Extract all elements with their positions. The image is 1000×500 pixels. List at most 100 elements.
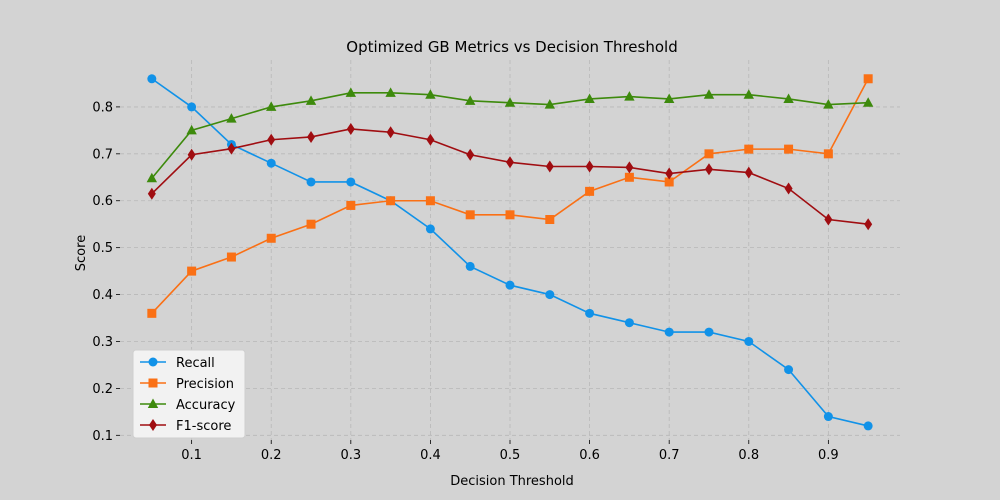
data-point bbox=[146, 172, 158, 183]
x-tick-label: 0.8 bbox=[738, 448, 759, 463]
y-tick-label: 0.5 bbox=[92, 241, 113, 256]
legend-marker bbox=[147, 398, 159, 408]
data-point bbox=[625, 161, 634, 174]
data-point bbox=[426, 133, 435, 146]
data-point bbox=[425, 196, 435, 206]
data-point bbox=[783, 93, 794, 103]
data-point bbox=[664, 177, 674, 187]
legend-box bbox=[132, 349, 246, 439]
x-axis: 0.1 0.2 0.3 0.4 0.5 0.6 0.7 0.8 0.9 bbox=[181, 440, 839, 463]
data-point bbox=[624, 172, 634, 182]
data-point bbox=[863, 74, 873, 84]
data-point bbox=[267, 133, 276, 146]
data-point bbox=[386, 196, 396, 206]
series-recall bbox=[147, 74, 873, 431]
data-point bbox=[505, 210, 515, 220]
data-point bbox=[346, 122, 355, 135]
data-point bbox=[425, 224, 435, 234]
data-point bbox=[624, 91, 635, 101]
data-point bbox=[186, 124, 197, 135]
data-point bbox=[465, 261, 475, 271]
series-precision bbox=[147, 74, 873, 318]
x-tick-label: 0.9 bbox=[818, 448, 839, 463]
data-point bbox=[187, 266, 197, 276]
data-point bbox=[663, 93, 675, 103]
series-accuracy bbox=[146, 87, 874, 183]
data-point bbox=[743, 89, 754, 99]
data-point bbox=[784, 144, 794, 154]
data-point bbox=[266, 101, 277, 111]
data-point bbox=[147, 74, 157, 84]
data-point bbox=[585, 186, 595, 196]
y-tick-label: 0.4 bbox=[92, 288, 113, 303]
legend-item: Accuracy bbox=[140, 398, 236, 413]
legend-item: Recall bbox=[140, 356, 215, 371]
data-point bbox=[823, 99, 834, 109]
data-point bbox=[386, 126, 395, 139]
y-axis-label: Score bbox=[74, 235, 89, 271]
data-point bbox=[624, 318, 634, 328]
legend-item: Precision bbox=[140, 377, 234, 392]
x-tick-label: 0.4 bbox=[420, 448, 441, 463]
data-point bbox=[863, 421, 873, 431]
data-point bbox=[465, 210, 475, 220]
legend-item: F1-score bbox=[140, 419, 231, 434]
data-point bbox=[665, 167, 674, 180]
data-point bbox=[307, 130, 316, 143]
x-tick-label: 0.1 bbox=[181, 448, 202, 463]
x-tick-label: 0.7 bbox=[659, 448, 680, 463]
data-point bbox=[306, 177, 316, 187]
data-point bbox=[466, 148, 475, 161]
x-tick-label: 0.5 bbox=[500, 448, 521, 463]
data-point bbox=[704, 327, 714, 337]
y-tick-label: 0.6 bbox=[92, 194, 113, 209]
data-point bbox=[227, 142, 236, 155]
data-point bbox=[704, 163, 713, 176]
data-point bbox=[864, 218, 873, 231]
y-tick-label: 0.3 bbox=[92, 335, 113, 350]
data-point bbox=[545, 290, 555, 300]
data-point bbox=[545, 160, 554, 173]
x-tick-label: 0.3 bbox=[340, 448, 361, 463]
data-point bbox=[862, 97, 874, 107]
legend: Recall Precision Accuracy F1-score bbox=[132, 349, 246, 439]
data-point bbox=[385, 87, 396, 97]
legend-marker bbox=[148, 357, 158, 367]
data-point bbox=[226, 252, 236, 262]
x-tick-label: 0.6 bbox=[579, 448, 600, 463]
data-point bbox=[504, 97, 516, 107]
data-point bbox=[744, 336, 754, 346]
series-f1-score bbox=[147, 122, 873, 231]
data-point bbox=[584, 93, 595, 103]
data-point bbox=[505, 280, 515, 290]
data-point bbox=[226, 113, 237, 123]
data-point bbox=[544, 99, 555, 109]
data-point bbox=[346, 177, 356, 187]
data-point bbox=[266, 233, 276, 243]
data-point bbox=[266, 158, 276, 168]
data-point bbox=[585, 160, 594, 173]
legend-label: Recall bbox=[176, 356, 215, 371]
y-tick-label: 0.7 bbox=[92, 147, 113, 162]
data-point bbox=[784, 182, 793, 195]
data-point bbox=[305, 95, 317, 105]
data-point bbox=[345, 87, 357, 97]
data-point bbox=[704, 149, 714, 159]
series-layer bbox=[146, 74, 874, 431]
data-point bbox=[187, 148, 196, 161]
data-point bbox=[187, 102, 197, 112]
legend-label: Accuracy bbox=[176, 398, 236, 413]
data-point bbox=[784, 365, 794, 375]
data-point bbox=[823, 412, 833, 422]
data-point bbox=[147, 187, 156, 200]
data-point bbox=[824, 213, 833, 226]
chart-title: Optimized GB Metrics vs Decision Thresho… bbox=[346, 38, 677, 56]
data-point bbox=[703, 89, 715, 99]
legend-marker bbox=[149, 419, 157, 431]
x-axis-label: Decision Threshold bbox=[450, 474, 574, 489]
data-point bbox=[147, 308, 157, 318]
legend-marker bbox=[148, 378, 158, 388]
data-point bbox=[506, 156, 514, 169]
x-tick-label: 0.2 bbox=[261, 448, 282, 463]
